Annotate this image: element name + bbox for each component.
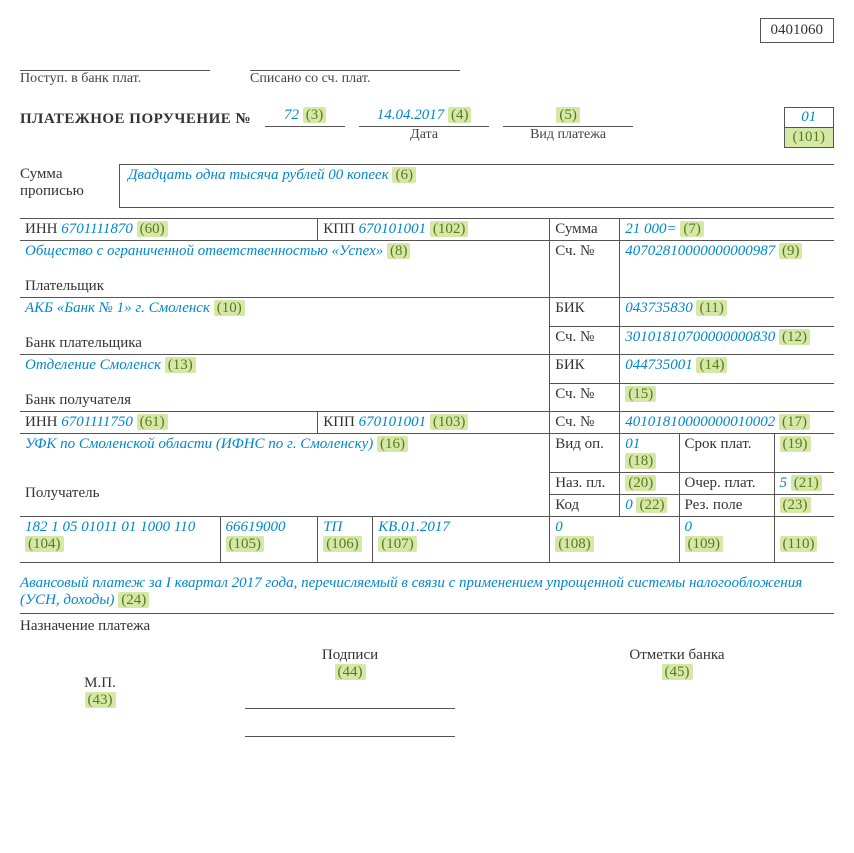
written-off-label: Списано со сч. плат. bbox=[250, 71, 460, 87]
mp-block: М.П. (43) bbox=[20, 647, 180, 737]
rec-kpp-cell: КПП 670101001 (103) bbox=[318, 412, 550, 434]
sign-line-1 bbox=[245, 687, 455, 709]
ocher-cell: 5 (21) bbox=[774, 473, 834, 495]
purpose-label: Назначение платежа bbox=[20, 618, 834, 635]
payer-bank-bik-cell: 043735830 (11) bbox=[620, 298, 834, 327]
rec-inn-cell: ИНН 6701111750 (61) bbox=[20, 412, 318, 434]
sign-label: Подписи bbox=[190, 647, 510, 664]
number-value: 72 bbox=[284, 107, 299, 123]
paytype-label: Вид платежа bbox=[503, 127, 633, 143]
rec-acc-cell: 40101810000000010002 (17) bbox=[620, 412, 834, 434]
sign-line-2 bbox=[245, 715, 455, 737]
sum-words-field: Двадцать одна тысяча рублей 00 копеек (6… bbox=[120, 164, 834, 208]
b108-cell: 0 (108) bbox=[550, 517, 679, 563]
rez-label: Рез. поле bbox=[679, 495, 774, 517]
kod-cell: 0 (22) bbox=[620, 495, 679, 517]
vid-op-label: Вид оп. bbox=[550, 434, 620, 473]
vid-op-cell: 01 (18) bbox=[620, 434, 679, 473]
payer-bank-acc-label: Сч. № bbox=[550, 326, 620, 355]
rec-bank-acc-cell: (15) bbox=[620, 383, 834, 412]
b107-cell: КВ.01.2017 (107) bbox=[373, 517, 550, 563]
rec-bank-bik-label: БИК bbox=[550, 355, 620, 384]
paytype-ref: (5) bbox=[556, 107, 580, 123]
payer-inn-cell: ИНН 6701111870 (60) bbox=[20, 219, 318, 241]
purpose-ref: (24) bbox=[118, 592, 149, 608]
rez-cell: (23) bbox=[774, 495, 834, 517]
form-code: 0401060 bbox=[760, 18, 835, 43]
sum-cell: 21 000= (7) bbox=[620, 219, 834, 241]
date-value: 14.04.2017 bbox=[377, 107, 445, 123]
sum-words-ref: (6) bbox=[392, 167, 416, 183]
rec-bank-acc-label: Сч. № bbox=[550, 383, 620, 412]
b110-cell: (110) bbox=[774, 517, 834, 563]
document-title: ПЛАТЕЖНОЕ ПОРУЧЕНИЕ № bbox=[20, 107, 251, 128]
ocher-label: Очер. плат. bbox=[679, 473, 774, 495]
srok-label: Срок плат. bbox=[679, 434, 774, 473]
written-off-field bbox=[250, 51, 460, 71]
payer-bank-acc-cell: 30101810700000000830 (12) bbox=[620, 326, 834, 355]
bank-in-label: Поступ. в банк плат. bbox=[20, 71, 210, 87]
sum-label: Сумма bbox=[550, 219, 620, 241]
payer-acc-cell: 40702810000000000987 (9) bbox=[620, 241, 834, 298]
payer-bank-cell: АКБ «Банк № 1» г. Смоленск (10) Банк пла… bbox=[20, 298, 550, 355]
status-box: 01 (101) bbox=[784, 107, 835, 148]
bank-in-field bbox=[20, 51, 210, 71]
srok-cell: (19) bbox=[774, 434, 834, 473]
rec-bank-bik-cell: 044735001 (14) bbox=[620, 355, 834, 384]
naz-label: Наз. пл. bbox=[550, 473, 620, 495]
sign-ref: (44) bbox=[335, 664, 366, 680]
form-code-container: 0401060 bbox=[20, 18, 834, 43]
status-101: (101) bbox=[784, 128, 835, 148]
b106-cell: ТП (106) bbox=[318, 517, 373, 563]
b109-cell: 0 (109) bbox=[679, 517, 774, 563]
date-ref: (4) bbox=[448, 107, 472, 123]
date-label: Дата bbox=[359, 127, 489, 143]
sum-words-label: Сумма прописью bbox=[20, 164, 120, 208]
status-01: 01 bbox=[784, 107, 835, 128]
rec-name-cell: УФК по Смоленской области (ИФНС по г. См… bbox=[20, 434, 550, 517]
number-field: 72 (3) bbox=[265, 107, 345, 127]
main-table: ИНН 6701111870 (60) КПП 670101001 (102) … bbox=[20, 218, 834, 563]
kod-label: Код bbox=[550, 495, 620, 517]
naz-cell: (20) bbox=[620, 473, 679, 495]
rec-bank-cell: Отделение Смоленск (13) Банк получателя bbox=[20, 355, 550, 412]
purpose-field: Авансовый платеж за I квартал 2017 года,… bbox=[20, 571, 834, 614]
payer-kpp-cell: КПП 670101001 (102) bbox=[318, 219, 550, 241]
payer-bank-bik-label: БИК bbox=[550, 298, 620, 327]
date-field: 14.04.2017 (4) bbox=[359, 107, 489, 127]
b105-cell: 66619000 (105) bbox=[220, 517, 318, 563]
number-ref: (3) bbox=[303, 107, 327, 123]
paytype-field: (5) bbox=[503, 107, 633, 127]
sum-words-value: Двадцать одна тысяча рублей 00 копеек bbox=[128, 167, 389, 183]
bank-marks-ref: (45) bbox=[662, 664, 693, 680]
rec-acc-label: Сч. № bbox=[550, 412, 620, 434]
payer-name-cell: Общество с ограниченной ответственностью… bbox=[20, 241, 550, 298]
bank-marks-label: Отметки банка bbox=[520, 647, 834, 664]
b104-cell: 182 1 05 01011 01 1000 110 (104) bbox=[20, 517, 220, 563]
payer-acc-label: Сч. № bbox=[550, 241, 620, 298]
